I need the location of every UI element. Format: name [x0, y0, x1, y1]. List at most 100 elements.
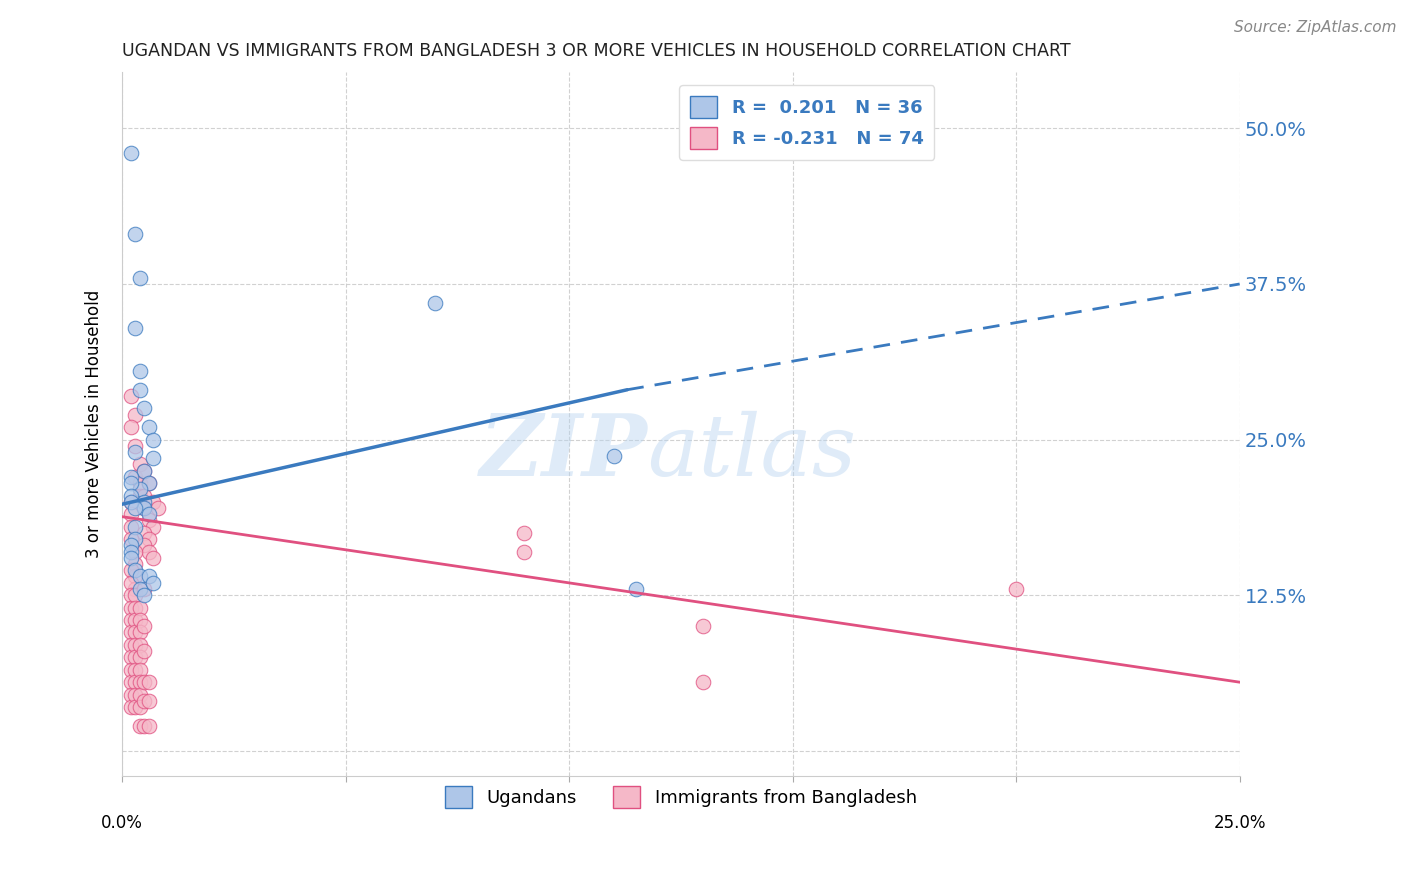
Point: [134, 464, 156, 478]
Point: [142, 494, 165, 508]
Point: [138, 532, 160, 546]
Text: atlas: atlas: [647, 410, 856, 493]
Point: [124, 439, 146, 453]
Point: [134, 464, 156, 478]
Point: [134, 619, 156, 633]
Point: [138, 420, 160, 434]
Point: [134, 644, 156, 658]
Point: [120, 494, 142, 508]
Point: [120, 532, 142, 546]
Point: [129, 613, 152, 627]
Point: [138, 507, 160, 521]
Point: [138, 476, 160, 491]
Point: [129, 638, 152, 652]
Point: [129, 383, 152, 397]
Point: [129, 625, 152, 640]
Text: 25.0%: 25.0%: [1213, 814, 1265, 832]
Point: [692, 619, 714, 633]
Point: [124, 600, 146, 615]
Point: [124, 557, 146, 571]
Point: [120, 420, 142, 434]
Point: [129, 663, 152, 677]
Point: [124, 569, 146, 583]
Point: [124, 500, 146, 515]
Point: [134, 588, 156, 602]
Point: [124, 582, 146, 596]
Point: [120, 663, 142, 677]
Text: UGANDAN VS IMMIGRANTS FROM BANGLADESH 3 OR MORE VEHICLES IN HOUSEHOLD CORRELATIO: UGANDAN VS IMMIGRANTS FROM BANGLADESH 3 …: [122, 42, 1071, 60]
Point: [138, 719, 160, 733]
Point: [120, 489, 142, 503]
Point: [120, 700, 142, 714]
Point: [124, 663, 146, 677]
Point: [124, 227, 146, 242]
Text: ZIP: ZIP: [479, 410, 647, 494]
Point: [134, 719, 156, 733]
Point: [134, 401, 156, 416]
Legend: Ugandans, Immigrants from Bangladesh: Ugandans, Immigrants from Bangladesh: [434, 775, 928, 819]
Point: [120, 638, 142, 652]
Point: [134, 675, 156, 690]
Point: [129, 719, 152, 733]
Point: [120, 613, 142, 627]
Point: [120, 494, 142, 508]
Point: [129, 483, 152, 497]
Point: [142, 519, 165, 533]
Point: [124, 320, 146, 334]
Text: Source: ZipAtlas.com: Source: ZipAtlas.com: [1233, 20, 1396, 35]
Point: [120, 650, 142, 665]
Point: [124, 563, 146, 577]
Point: [124, 638, 146, 652]
Point: [138, 476, 160, 491]
Point: [129, 569, 152, 583]
Point: [134, 694, 156, 708]
Point: [124, 470, 146, 484]
Point: [124, 588, 146, 602]
Y-axis label: 3 or more Vehicles in Household: 3 or more Vehicles in Household: [86, 290, 103, 558]
Point: [120, 588, 142, 602]
Point: [129, 650, 152, 665]
Point: [134, 582, 156, 596]
Point: [134, 500, 156, 515]
Point: [138, 675, 160, 690]
Point: [138, 569, 160, 583]
Point: [146, 500, 169, 515]
Point: [124, 519, 146, 533]
Point: [124, 700, 146, 714]
Point: [513, 525, 536, 540]
Point: [124, 544, 146, 558]
Point: [120, 688, 142, 702]
Point: [134, 494, 156, 508]
Point: [120, 146, 142, 161]
Point: [124, 445, 146, 459]
Point: [120, 675, 142, 690]
Point: [134, 525, 156, 540]
Point: [124, 675, 146, 690]
Point: [120, 470, 142, 484]
Point: [142, 550, 165, 565]
Point: [120, 389, 142, 403]
Point: [124, 613, 146, 627]
Point: [124, 688, 146, 702]
Point: [129, 582, 152, 596]
Point: [423, 295, 446, 310]
Point: [129, 364, 152, 378]
Point: [120, 538, 142, 552]
Point: [120, 563, 142, 577]
Point: [124, 532, 146, 546]
Point: [134, 538, 156, 552]
Point: [692, 675, 714, 690]
Point: [624, 582, 647, 596]
Point: [120, 519, 142, 533]
Point: [120, 600, 142, 615]
Text: 0.0%: 0.0%: [101, 814, 143, 832]
Point: [120, 544, 142, 558]
Point: [120, 476, 142, 491]
Point: [129, 489, 152, 503]
Point: [1005, 582, 1028, 596]
Point: [142, 451, 165, 466]
Point: [138, 513, 160, 527]
Point: [134, 489, 156, 503]
Point: [129, 270, 152, 285]
Point: [120, 575, 142, 590]
